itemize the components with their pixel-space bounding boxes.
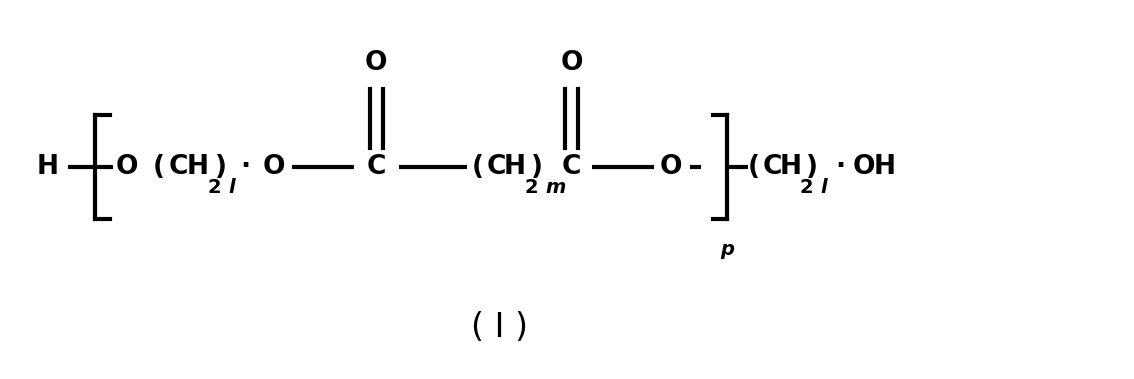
Text: H: H	[503, 154, 526, 180]
Text: 2: 2	[208, 178, 221, 197]
Text: ): )	[531, 154, 543, 180]
Text: H: H	[874, 154, 896, 180]
Text: C: C	[561, 154, 582, 180]
Text: O: O	[116, 154, 138, 180]
Text: m: m	[545, 178, 566, 197]
Text: l: l	[228, 178, 235, 197]
Text: (: (	[153, 154, 164, 180]
Text: (: (	[747, 154, 760, 180]
Text: l: l	[821, 178, 828, 197]
Text: H: H	[37, 154, 59, 180]
Text: C: C	[366, 154, 386, 180]
Text: O: O	[560, 50, 583, 75]
Text: ·: ·	[836, 154, 846, 180]
Text: 2: 2	[799, 178, 813, 197]
Text: ·: ·	[239, 154, 249, 180]
Text: O: O	[660, 154, 682, 180]
Text: O: O	[262, 154, 285, 180]
Text: C: C	[762, 154, 781, 180]
Text: O: O	[853, 154, 875, 180]
Text: 2: 2	[524, 178, 538, 197]
Text: C: C	[169, 154, 188, 180]
Text: H: H	[187, 154, 209, 180]
Text: ): )	[806, 154, 819, 180]
Text: C: C	[486, 154, 506, 180]
Text: H: H	[779, 154, 801, 180]
Text: O: O	[365, 50, 388, 75]
Text: ): )	[215, 154, 227, 180]
Text: p: p	[720, 240, 734, 259]
Text: (: (	[472, 154, 484, 180]
Text: ( I ): ( I )	[471, 311, 527, 344]
